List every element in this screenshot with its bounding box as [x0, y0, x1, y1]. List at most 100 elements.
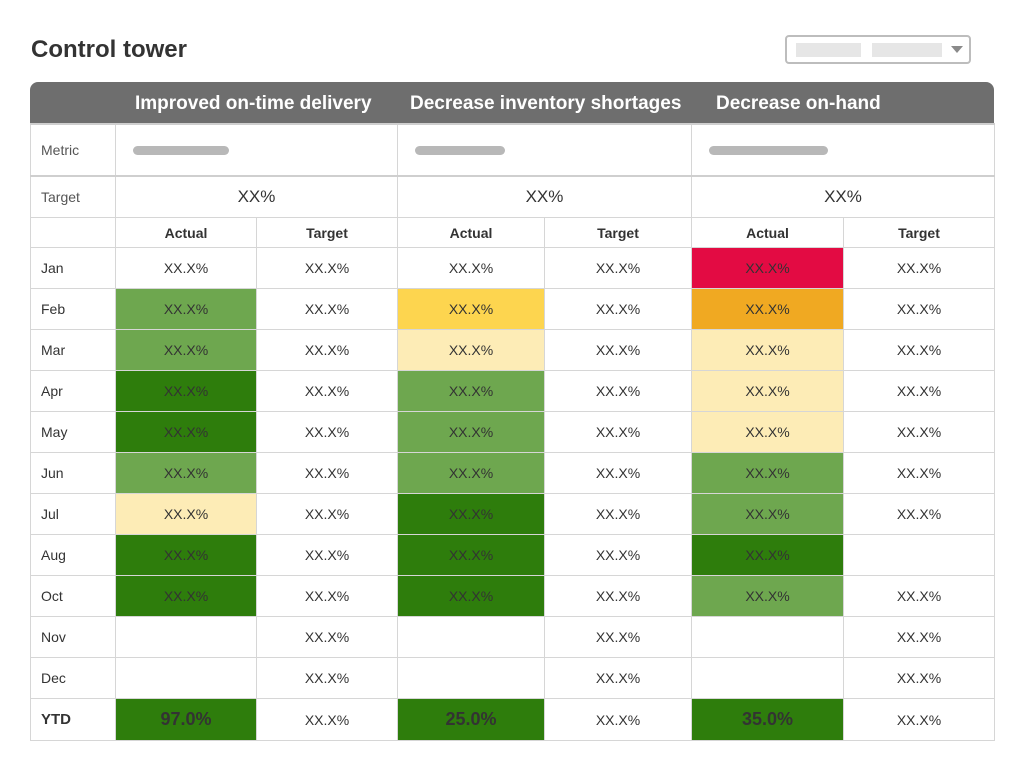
actual-cell: XX.X% [115, 493, 257, 535]
group-header-inventory-shortages: Decrease inventory shortages [410, 93, 682, 114]
cell-value: XX.X% [304, 424, 350, 440]
actual-cell: XX.X% [115, 534, 257, 576]
table-row: Dec XX.X% XX.X% XX.X% [30, 657, 995, 699]
target-cell: XX.X% [256, 452, 398, 494]
target-cell: XX.X% [843, 657, 995, 699]
metric-cell-on-hand [691, 123, 995, 177]
ytd-actual-cell: 25.0% [397, 698, 545, 741]
ytd-row: YTD 97.0% XX.X% 25.0% XX.X% 35.0% XX.X% [30, 698, 995, 741]
cell-value: XX.X% [448, 301, 494, 317]
target-cell: XX.X% [256, 493, 398, 535]
cell-value: XX.X% [163, 260, 209, 276]
target-cell: XX.X% [843, 247, 995, 289]
actual-cell [397, 616, 545, 658]
target-row: Target XX% XX% XX% [30, 175, 995, 218]
target-value: XX% [525, 187, 564, 206]
actual-cell: XX.X% [397, 247, 545, 289]
cell-value: XX.X% [896, 424, 942, 440]
target-cell: XX.X% [256, 616, 398, 658]
month-label: Feb [30, 288, 116, 330]
cell-value: XX.X% [595, 342, 641, 358]
ytd-label: YTD [30, 698, 116, 741]
actual-cell [691, 657, 844, 699]
actual-cell [115, 616, 257, 658]
actual-cell: XX.X% [397, 534, 545, 576]
table-row: Jun XX.X% XX.X% XX.X% XX.X% XX.X% XX.X% [30, 452, 995, 494]
actual-cell [397, 657, 545, 699]
month-label: Jul [30, 493, 116, 535]
cell-value: XX.X% [304, 465, 350, 481]
cell-value: XX.X% [304, 260, 350, 276]
cell-value: XX.X% [448, 342, 494, 358]
month-label: Nov [30, 616, 116, 658]
selector-placeholder-2 [872, 43, 942, 57]
target-cell: XX.X% [843, 616, 995, 658]
target-cell: XX.X% [843, 288, 995, 330]
metric-row: Metric [30, 123, 995, 177]
ytd-target-cell: XX.X% [256, 698, 398, 741]
target-cell: XX.X% [544, 534, 692, 576]
actual-cell: XX.X% [691, 411, 844, 453]
cell-value: XX.X% [745, 465, 790, 481]
subheader-actual: Actual [115, 217, 257, 248]
target-cell: XX.X% [256, 370, 398, 412]
actual-cell: XX.X% [115, 370, 257, 412]
cell-value: XX.X% [745, 506, 790, 522]
table-row: Jan XX.X% XX.X% XX.X% XX.X% XX.X% XX.X% [30, 247, 995, 289]
table-row: Aug XX.X% XX.X% XX.X% XX.X% XX.X% [30, 534, 995, 576]
ytd-value: 25.0% [445, 709, 497, 729]
cell-value: XX.X% [163, 465, 209, 481]
metric-row-label: Metric [30, 123, 116, 177]
actual-cell: XX.X% [691, 452, 844, 494]
metric-placeholder-bar [133, 145, 229, 155]
table-row: Nov XX.X% XX.X% XX.X% [30, 616, 995, 658]
cell-value: XX.X% [304, 301, 350, 317]
actual-cell: XX.X% [397, 370, 545, 412]
target-cell: XX.X% [544, 247, 692, 289]
target-cell: XX.X% [544, 575, 692, 617]
cell-value: XX.X% [304, 383, 350, 399]
metric-placeholder-bar [709, 145, 828, 155]
actual-cell: XX.X% [691, 534, 844, 576]
cell-value: XX.X% [448, 424, 494, 440]
cell-value: XX.X% [304, 629, 350, 645]
target-cell: XX.X% [544, 288, 692, 330]
subheader-row: Actual Target Actual Target Actual Targe… [30, 217, 995, 248]
cell-value: XX.X% [595, 465, 641, 481]
target-cell: XX.X% [544, 411, 692, 453]
target-cell-inventory-shortages: XX% [397, 175, 692, 218]
actual-cell: XX.X% [115, 575, 257, 617]
ytd-target-cell: XX.X% [843, 698, 995, 741]
table-row: May XX.X% XX.X% XX.X% XX.X% XX.X% XX.X% [30, 411, 995, 453]
table-row: Feb XX.X% XX.X% XX.X% XX.X% XX.X% XX.X% [30, 288, 995, 330]
month-label: Oct [30, 575, 116, 617]
metric-cell-on-time-delivery [115, 123, 398, 177]
cell-value: XX.X% [448, 506, 494, 522]
actual-cell: XX.X% [115, 329, 257, 371]
cell-value: XX.X% [304, 547, 350, 563]
metrics-grid: Metric Target XX% [30, 123, 995, 741]
actual-cell: XX.X% [115, 247, 257, 289]
target-cell: XX.X% [843, 329, 995, 371]
month-label: Jun [30, 452, 116, 494]
ytd-actual-cell: 97.0% [115, 698, 257, 741]
target-cell: XX.X% [256, 247, 398, 289]
cell-value: XX.X% [448, 383, 494, 399]
cell-value: XX.X% [745, 301, 790, 317]
cell-value: XX.X% [896, 465, 942, 481]
month-label: Aug [30, 534, 116, 576]
target-value: XX% [824, 187, 862, 206]
cell-value: XX.X% [163, 424, 209, 440]
target-cell: XX.X% [256, 411, 398, 453]
group-header-on-time-delivery: Improved on-time delivery [135, 93, 372, 114]
cell-value: XX.X% [896, 342, 942, 358]
cell-value: XX.X% [595, 506, 641, 522]
period-selector-dropdown[interactable] [785, 35, 971, 64]
target-cell: XX.X% [544, 452, 692, 494]
cell-value: XX.X% [448, 547, 494, 563]
actual-cell: XX.X% [397, 411, 545, 453]
cell-value: XX.X% [448, 465, 494, 481]
cell-value: XX.X% [595, 588, 641, 604]
cell-value: XX.X% [745, 383, 790, 399]
cell-value: XX.X% [448, 260, 494, 276]
